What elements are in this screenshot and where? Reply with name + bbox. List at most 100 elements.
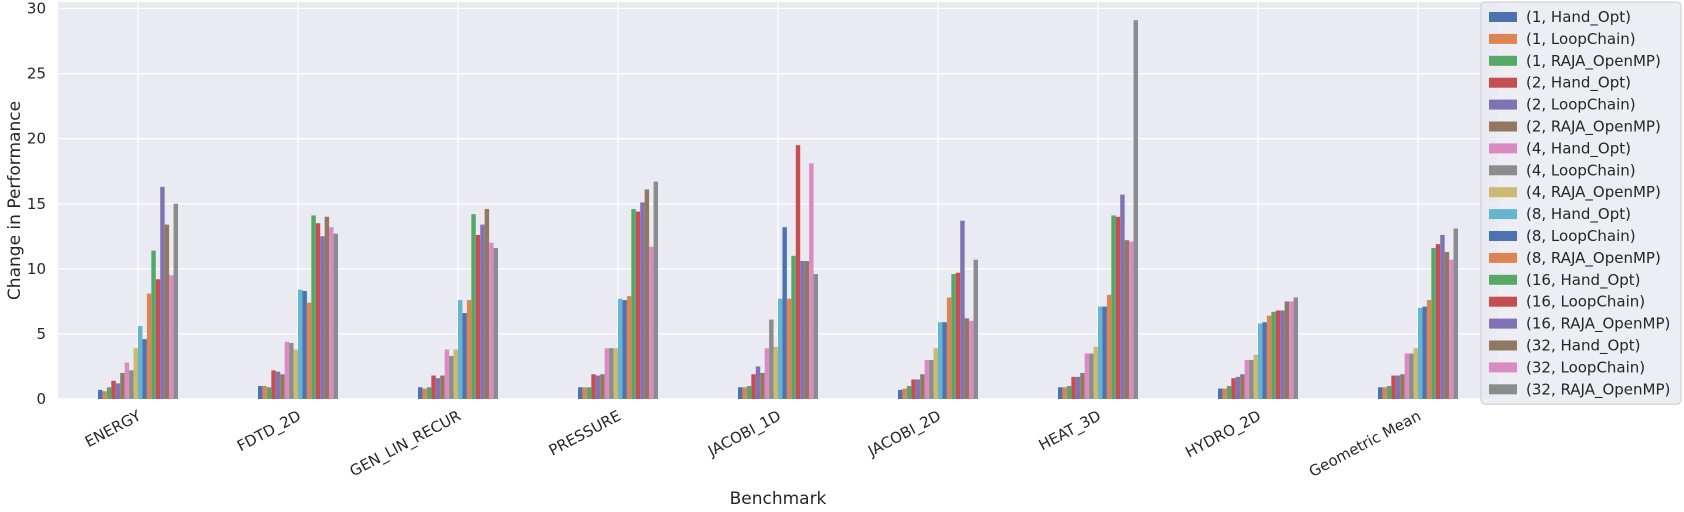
- y-tick-label: 25: [27, 65, 46, 83]
- bar: [586, 387, 592, 399]
- bar: [804, 261, 810, 399]
- x-tick-label: Geometric Mean: [1306, 407, 1424, 481]
- bar: [1062, 387, 1067, 399]
- bar: [311, 215, 316, 399]
- y-axis-label: Change in Performance: [5, 101, 25, 300]
- bar: [1453, 228, 1458, 399]
- bar: [800, 261, 805, 399]
- bar: [435, 378, 441, 399]
- x-tick-label: PRESSURE: [546, 407, 624, 460]
- y-axis-ticks: 0 5 10 15 20 25 30: [27, 0, 46, 408]
- bar: [929, 359, 934, 399]
- bar: [946, 297, 952, 399]
- legend-entry: (32, RAJA_OpenMP): [1526, 380, 1670, 399]
- legend-entry: (4, LoopChain): [1526, 161, 1636, 179]
- bar: [813, 274, 818, 399]
- legend-swatch: [1489, 384, 1517, 395]
- legend-swatch: [1489, 55, 1517, 66]
- bar: [1089, 353, 1094, 399]
- legend-swatch: [1489, 77, 1517, 88]
- legend-entry: (8, RAJA_OpenMP): [1526, 249, 1661, 268]
- bar: [280, 374, 285, 399]
- bar: [1111, 215, 1116, 399]
- bar: [98, 389, 103, 399]
- bar: [1240, 374, 1245, 399]
- bar: [746, 385, 752, 399]
- legend-swatch: [1489, 165, 1517, 176]
- bar: [266, 387, 272, 399]
- bar: [649, 246, 654, 399]
- bar: [791, 255, 796, 399]
- bar: [115, 383, 121, 399]
- bar: [1218, 388, 1223, 399]
- bar: [738, 387, 743, 399]
- bar: [769, 319, 774, 399]
- bar: [120, 372, 125, 399]
- legend-entry: (16, LoopChain): [1526, 293, 1645, 311]
- bar: [111, 380, 116, 399]
- bar: [809, 163, 814, 399]
- y-tick-label: 15: [27, 195, 46, 213]
- x-axis-ticks: ENERGY FDTD_2D GEN_LIN_RECUR PRESSURE JACOBI…: [82, 406, 1424, 481]
- bar: [426, 387, 432, 399]
- x-axis-label: Benchmark: [730, 489, 827, 509]
- legend-swatch: [1489, 33, 1517, 44]
- x-tick-label: FDTD_2D: [234, 407, 304, 456]
- bar: [142, 339, 147, 399]
- legend-swatch: [1489, 296, 1517, 307]
- bar: [653, 181, 658, 399]
- bar: [644, 189, 650, 399]
- bar: [1075, 376, 1081, 399]
- bar: [1400, 374, 1405, 399]
- bar: [915, 379, 921, 399]
- bar: [1106, 294, 1112, 399]
- bar: [782, 227, 787, 399]
- bar: [324, 216, 330, 399]
- bar: [293, 349, 298, 399]
- x-tick-label: JACOBI_1D: [704, 407, 784, 462]
- legend-entry: (4, RAJA_OpenMP): [1526, 183, 1661, 202]
- bar: [262, 385, 267, 399]
- legend-entry: (2, LoopChain): [1526, 96, 1636, 114]
- bar: [764, 348, 770, 399]
- bar: [333, 233, 338, 399]
- legend-entry: (2, Hand_Opt): [1526, 74, 1631, 93]
- bar: [786, 298, 792, 399]
- legend-entry: (32, Hand_Opt): [1526, 337, 1641, 356]
- bar: [284, 341, 290, 399]
- bar: [258, 385, 263, 399]
- bar: [1271, 311, 1276, 399]
- legend-swatch: [1489, 340, 1517, 351]
- legend-swatch: [1489, 12, 1517, 22]
- bar: [1235, 376, 1241, 399]
- bar: [1066, 385, 1072, 399]
- bar: [449, 356, 454, 399]
- bar: [1249, 359, 1254, 399]
- bar: [1435, 244, 1441, 399]
- bar: [969, 320, 974, 399]
- bar: [440, 375, 445, 399]
- bar: [1093, 346, 1098, 399]
- bar: [960, 220, 965, 399]
- y-tick-label: 30: [27, 0, 46, 18]
- bar: [578, 387, 583, 399]
- bar: [329, 227, 334, 399]
- bar: [489, 242, 494, 399]
- legend-entry: (2, RAJA_OpenMP): [1526, 118, 1661, 137]
- bar: [631, 208, 636, 399]
- legend-swatch: [1489, 121, 1517, 132]
- bar: [924, 359, 930, 399]
- legend-swatch: [1489, 318, 1517, 329]
- bar: [955, 272, 961, 399]
- bar: [591, 374, 596, 399]
- bar: [169, 275, 174, 399]
- bar: [444, 349, 450, 399]
- bar: [124, 362, 130, 399]
- bar: [1395, 375, 1401, 399]
- bar: [1289, 301, 1294, 399]
- bars: [98, 20, 1458, 399]
- bar: [1275, 310, 1281, 399]
- bar: [1378, 387, 1383, 399]
- x-tick-label: JACOBI_2D: [864, 407, 944, 462]
- bar: [315, 223, 321, 399]
